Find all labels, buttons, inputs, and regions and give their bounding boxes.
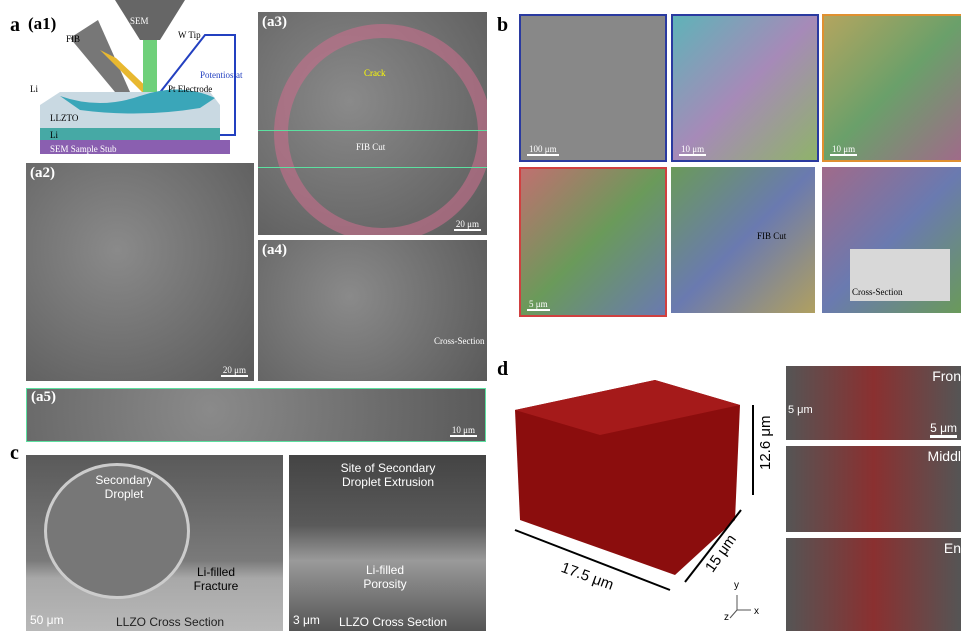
scale-bar: 10 μm [450,425,477,437]
micrograph: FIB Cut [671,167,815,313]
slice-label: Middl [928,448,961,464]
label: Cross-Section [434,336,485,346]
reconstruction [505,370,785,630]
panel-label: b [497,14,508,37]
scale-bar: 5 μm [930,421,957,438]
micrograph: (a5) 10 μm [26,388,486,442]
fib-column [70,20,130,98]
scale-bar: 50 μm [30,613,64,627]
label: Cross-Section [852,287,903,297]
slice-label: En [944,540,961,556]
label: Li [50,130,58,140]
micrograph: (a2) 20 μm [26,163,254,381]
scale-bar: 20 μm [221,365,248,377]
panel-label: (a5) [31,389,56,406]
label: W Tip [178,30,201,40]
panel-label: (a2) [30,165,55,182]
scale-bar: 10 μm [830,144,857,156]
dimension-label: 12.6 μm [757,416,774,471]
micrograph: Cross-Section [822,167,961,313]
micrograph: 10 μm [671,14,819,162]
label: FIB Cut [356,142,385,152]
axis-label: x [754,606,759,617]
micrograph: Fron 5 μm 5 μm [786,366,961,440]
sem-column [115,0,185,40]
scale-bar: 100 μm [527,144,559,156]
axis-label: z [724,612,729,623]
label: SEM [130,16,149,26]
micrograph: Middl [786,446,961,532]
label: FIB Cut [757,231,786,241]
panel-label: (a3) [262,14,287,31]
axis [730,610,737,618]
label: SEM Sample Stub [50,144,117,154]
label: LLZTO [50,113,78,123]
micrograph: 10 μm [822,14,961,162]
li-bottom [40,128,220,140]
label: Li-filled Porosity [355,563,415,591]
scale-bar: 3 μm [293,613,320,627]
micrograph: 5 μm [519,167,667,317]
label: Li [30,84,38,94]
caption: LLZO Cross Section [339,615,447,629]
page: a (a1) FIB SEM W Tip Potentiostat Pt Ele… [0,0,961,631]
caption: LLZO Cross Section [116,615,224,629]
sem-beam [143,40,157,92]
scale-bar: 10 μm [679,144,706,156]
panel-label: (a4) [262,242,287,259]
slice-label: Fron [932,368,961,384]
label: Li-filled Fracture [186,565,246,593]
micrograph: En [786,538,961,631]
axis-label: y [734,580,739,591]
micrograph: (a4) Cross-Section [258,240,487,381]
panel-label: c [10,442,19,465]
label: FIB [66,34,80,44]
micrograph: (a3) Crack FIB Cut 20 μm [258,12,487,235]
label: Crack [364,68,386,78]
label: Pt Electrode [168,84,212,94]
micrograph: 100 μm [519,14,667,162]
micrograph: Secondary Droplet Li-filled Fracture 50 … [26,455,283,631]
scale-bar: 5 μm [527,299,550,311]
label: Secondary Droplet [84,473,164,501]
label: Potentiostat [200,70,243,80]
label: Site of Secondary Droplet Extrusion [323,461,453,489]
scale-bar: 20 μm [454,219,481,231]
scale-bar: 5 μm [788,404,813,416]
micrograph: Site of Secondary Droplet Extrusion Li-f… [289,455,486,631]
panel-label: a [10,14,20,37]
